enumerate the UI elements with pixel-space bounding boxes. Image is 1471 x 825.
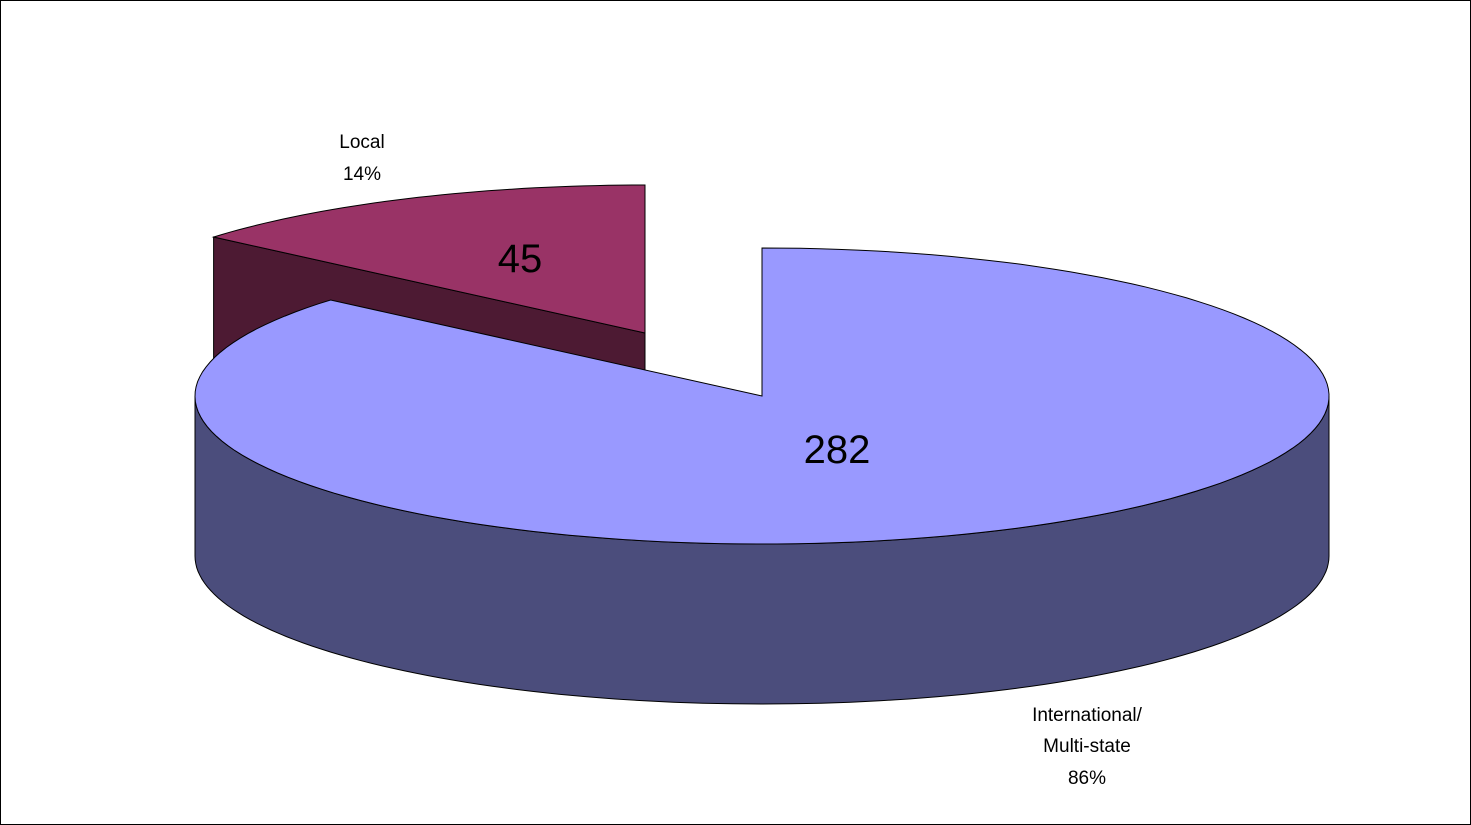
- slice-label-international-line2: Multi-state: [1043, 736, 1131, 757]
- slice-value-local: 45: [498, 237, 543, 281]
- slice-top-international: [194, 247, 1330, 545]
- slice-top-local: [211, 184, 646, 334]
- slice-label-international-percent: 86%: [1068, 768, 1106, 789]
- slice-label-local-percent: 14%: [343, 164, 381, 185]
- slice-label-local-name: Local: [339, 132, 384, 153]
- slice-label-international-line1: International/: [1032, 705, 1143, 726]
- slice-value-international: 282: [804, 428, 871, 472]
